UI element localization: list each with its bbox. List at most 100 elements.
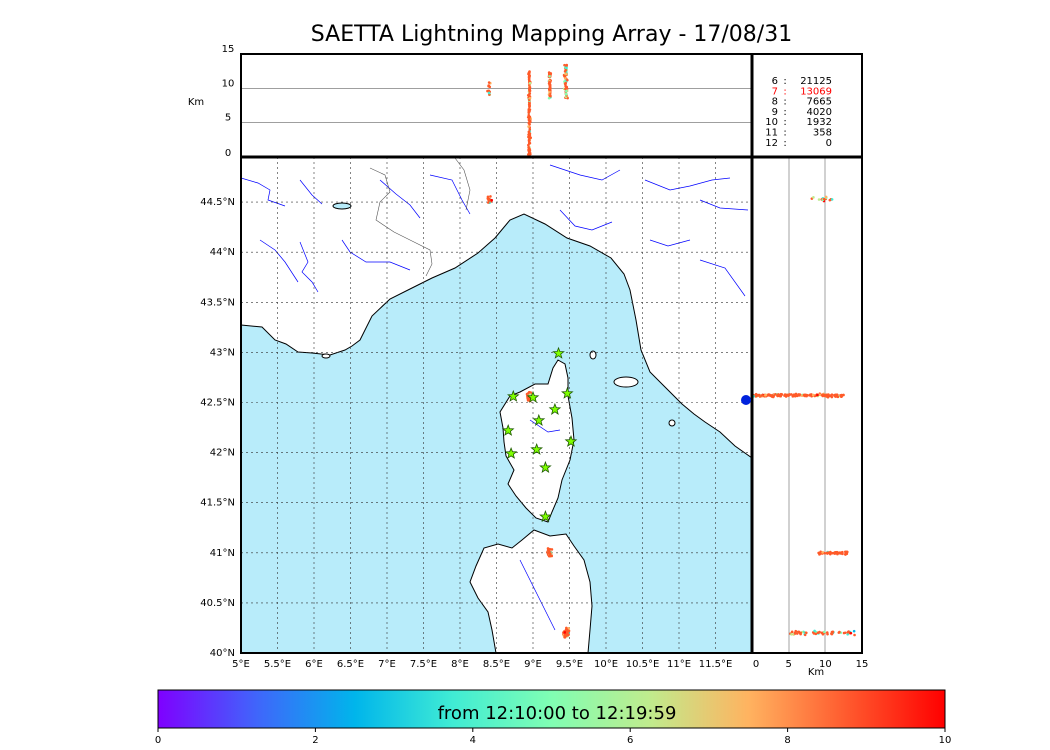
- lat-lightning-point: [822, 197, 826, 201]
- alt-lightning-point: [564, 81, 567, 85]
- alt-lightning-point: [527, 121, 531, 125]
- alt-lightning-point: [528, 94, 531, 97]
- alt-lightning-point: [528, 92, 532, 95]
- station-star-icon: [539, 510, 552, 523]
- lat-lightning-point: [790, 633, 793, 636]
- lat-lightning-point: [812, 196, 815, 199]
- lat-lightning-point: [845, 550, 849, 554]
- station-count-separator: :: [783, 117, 786, 128]
- station-count-value: 13069: [800, 86, 832, 97]
- alt-y-tick-label: 10: [222, 78, 235, 89]
- map-lightning-point: [486, 201, 490, 204]
- station-count-number: 10: [765, 117, 778, 128]
- lat-x-axis-label: Km: [808, 667, 824, 678]
- alt-y-tick-labels: 0 5 10 15: [222, 44, 235, 159]
- map-lightning-point: [486, 195, 490, 199]
- alt-lightning-point: [527, 73, 531, 77]
- map-lightning-point: [487, 199, 491, 202]
- station-count-number: 9: [772, 107, 778, 118]
- map-x-tick-label: 8.5°E: [483, 659, 510, 670]
- alt-y-tick-label: 5: [225, 113, 231, 124]
- alt-lightning-point: [563, 77, 567, 80]
- map-y-tick-label: 42°N: [210, 448, 235, 459]
- lat-lightning-point: [847, 630, 850, 633]
- alt-lightning-point: [487, 81, 491, 84]
- lat-lightning-points: [752, 195, 856, 637]
- alt-lightning-point: [566, 78, 569, 82]
- corsica-island: [499, 359, 575, 523]
- lat-lightning-point: [805, 393, 809, 397]
- alt-lightning-point: [527, 153, 530, 156]
- lat-lightning-point: [840, 393, 843, 397]
- alt-lightning-points: [486, 63, 569, 157]
- time-colorbar: from 12:10:00 to 12:19:59 0 2 4 6 8 10: [155, 689, 951, 746]
- lat-lightning-point: [853, 633, 856, 637]
- alt-lightning-point: [527, 125, 530, 128]
- colorbar-tick-label: 2: [312, 735, 318, 746]
- station-star-icon: [501, 423, 515, 436]
- station-count-separator: :: [783, 138, 786, 149]
- lat-lightning-point: [819, 550, 822, 554]
- station-star-icon: [539, 460, 552, 474]
- colorbar-tick-label: 0: [155, 735, 161, 746]
- station-star-icon: [548, 402, 562, 415]
- alt-lightning-point: [565, 85, 568, 89]
- alt-y-tick-label: 15: [222, 44, 235, 55]
- alt-y-axis-label: Km: [188, 97, 204, 108]
- chart-title: SAETTA Lightning Mapping Array - 17/08/3…: [310, 22, 793, 47]
- map-y-tick-label: 44.5°N: [200, 197, 235, 208]
- lat-lightning-point: [797, 393, 800, 396]
- lat-lightning-point: [852, 629, 856, 633]
- lat-lightning-point: [833, 551, 837, 555]
- lat-lightning-point: [835, 393, 839, 397]
- map-y-tick-label: 43°N: [210, 347, 235, 358]
- station-count-number: 8: [772, 97, 778, 108]
- source-marker: [741, 395, 751, 405]
- map-x-tick-label: 5.5°E: [264, 659, 291, 670]
- station-star-icon: [564, 434, 578, 447]
- station-count-separator: :: [783, 86, 786, 97]
- lat-lightning-point: [818, 393, 822, 397]
- alt-lightning-point: [487, 91, 491, 95]
- alt-lightning-point: [528, 109, 531, 113]
- map-lightning-point: [565, 631, 569, 634]
- map-x-tick-label: 7.5°E: [410, 659, 437, 670]
- alt-lightning-point: [563, 70, 567, 73]
- alt-lightning-point: [528, 81, 532, 85]
- station-count-separator: :: [783, 128, 786, 139]
- alt-lightning-point: [548, 86, 552, 89]
- lat-lightning-point: [830, 630, 834, 634]
- map-lightning-point: [563, 631, 567, 634]
- lat-lightning-point: [803, 633, 807, 637]
- stats-panel: 6: 21125 7: 13069 8: 7665 9: 4020 10: 1932 11: 358 1…: [752, 54, 862, 157]
- map-y-tick-labels: 40°N 40.5°N 41°N 41.5°N 42°N 42.5°N 43°N 43.5°N…: [200, 197, 235, 659]
- map-x-tick-label: 11°E: [667, 659, 691, 670]
- station-star-icon: [530, 442, 543, 455]
- station-star-icon: [504, 446, 518, 459]
- alt-lightning-point: [527, 77, 531, 81]
- alt-y-tick-label: 0: [225, 148, 231, 159]
- lat-lightning-point: [833, 393, 836, 397]
- alt-lightning-point: [528, 88, 531, 91]
- lat-lightning-point: [821, 393, 825, 396]
- alt-lightning-point: [548, 88, 552, 92]
- map-x-tick-label: 7°E: [378, 659, 396, 670]
- latitude-altitude-panel: 0 5 10 15 Km: [752, 157, 868, 678]
- lat-lightning-point: [803, 394, 807, 398]
- colorbar-time-range-label: from 12:10:00 to 12:19:59: [438, 703, 677, 724]
- map-lightning-point: [489, 195, 492, 198]
- alt-lightning-point: [528, 104, 531, 107]
- lat-lightning-point: [795, 632, 799, 635]
- lat-x-tick-label: 0: [753, 659, 759, 670]
- lat-lightning-point: [811, 393, 815, 397]
- alt-lightning-point: [564, 93, 568, 96]
- giglio-island: [668, 419, 676, 427]
- alt-lightning-point: [548, 74, 551, 78]
- map-x-tick-label: 6.5°E: [337, 659, 364, 670]
- station-star-icon: [526, 390, 540, 403]
- alt-lightning-point: [527, 146, 530, 149]
- station-star-icon: [561, 386, 574, 399]
- alt-lightning-point: [527, 113, 531, 117]
- lat-lightning-point: [790, 630, 794, 634]
- map-lightning-point: [567, 627, 571, 630]
